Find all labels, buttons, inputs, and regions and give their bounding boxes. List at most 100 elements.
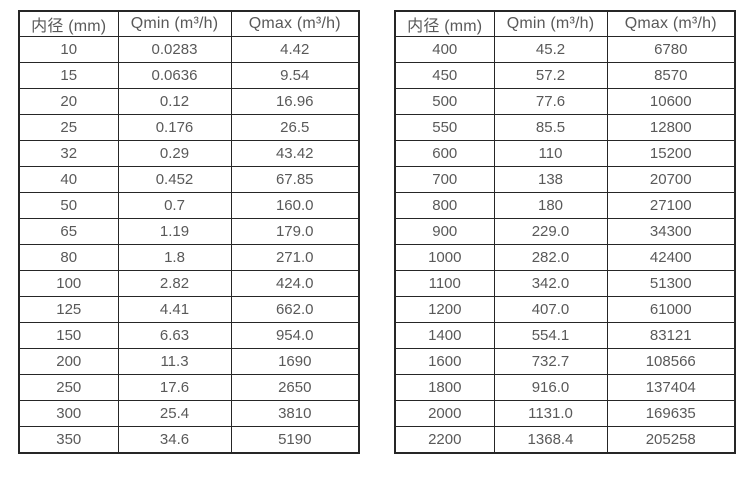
table-cell: 2650 (230, 374, 360, 401)
table-cell: 600 (394, 140, 495, 167)
table-cell: 1368.4 (493, 426, 608, 453)
table-cell: 1800 (394, 374, 495, 401)
table-cell: 282.0 (493, 244, 608, 271)
table-cell: 1.19 (117, 218, 232, 245)
table-cell: 51300 (606, 270, 736, 297)
table-cell: 554.1 (493, 322, 608, 349)
table-row: 150 6.63 954.0 (18, 322, 360, 349)
table-row: 900 229.0 34300 (394, 218, 736, 245)
table-cell: 16.96 (230, 88, 360, 115)
table-cell: 400 (394, 36, 495, 63)
table-cell: 43.42 (230, 140, 360, 167)
table-row: 1400 554.1 83121 (394, 322, 736, 349)
table-cell: 0.12 (117, 88, 232, 115)
flow-spec-table-small-diameters: 内径 (mm) Qmin (m³/h) Qmax (m³/h) 10 0.0283 4.4… (18, 10, 360, 454)
table-cell: 229.0 (493, 218, 608, 245)
table-row: 200 11.3 1690 (18, 348, 360, 375)
table-cell: 450 (394, 62, 495, 89)
table-row: 1000 282.0 42400 (394, 244, 736, 271)
table-cell: 25.4 (117, 400, 232, 427)
table-cell: 15 (18, 62, 119, 89)
table-row: 550 85.5 12800 (394, 114, 736, 141)
table-cell: 15200 (606, 140, 736, 167)
table-cell: 6.63 (117, 322, 232, 349)
table-cell: 2000 (394, 400, 495, 427)
column-header: Qmax (m³/h) (606, 10, 736, 37)
table-cell: 4.41 (117, 296, 232, 323)
table-cell: 8570 (606, 62, 736, 89)
table-cell: 77.6 (493, 88, 608, 115)
table-cell: 160.0 (230, 192, 360, 219)
table-cell: 732.7 (493, 348, 608, 375)
table-cell: 0.7 (117, 192, 232, 219)
table-row: 2200 1368.4 205258 (394, 426, 736, 453)
table-cell: 1690 (230, 348, 360, 375)
table-cell: 0.452 (117, 166, 232, 193)
table-row: 700 138 20700 (394, 166, 736, 193)
table-row: 10 0.0283 4.42 (18, 36, 360, 63)
table-cell: 2.82 (117, 270, 232, 297)
table-cell: 17.6 (117, 374, 232, 401)
table-cell: 5190 (230, 426, 360, 453)
table-cell: 150 (18, 322, 119, 349)
table-row: 20 0.12 16.96 (18, 88, 360, 115)
table-cell: 34.6 (117, 426, 232, 453)
table-cell: 10600 (606, 88, 736, 115)
table-row: 800 180 27100 (394, 192, 736, 219)
table-cell: 50 (18, 192, 119, 219)
table-cell: 4.42 (230, 36, 360, 63)
table-cell: 0.0636 (117, 62, 232, 89)
column-header: Qmin (m³/h) (493, 10, 608, 37)
table-row: 250 17.6 2650 (18, 374, 360, 401)
table-row: 300 25.4 3810 (18, 400, 360, 427)
table-cell: 1000 (394, 244, 495, 271)
table-cell: 32 (18, 140, 119, 167)
table-row: 65 1.19 179.0 (18, 218, 360, 245)
table-cell: 1100 (394, 270, 495, 297)
table-cell: 954.0 (230, 322, 360, 349)
table-row: 125 4.41 662.0 (18, 296, 360, 323)
table-cell: 83121 (606, 322, 736, 349)
table-cell: 85.5 (493, 114, 608, 141)
table-cell: 108566 (606, 348, 736, 375)
header-row: 内径 (mm) Qmin (m³/h) Qmax (m³/h) (394, 10, 736, 37)
table-cell: 662.0 (230, 296, 360, 323)
table-cell: 300 (18, 400, 119, 427)
table-cell: 100 (18, 270, 119, 297)
table-row: 100 2.82 424.0 (18, 270, 360, 297)
table-cell: 350 (18, 426, 119, 453)
table-cell: 180 (493, 192, 608, 219)
column-header: Qmin (m³/h) (117, 10, 232, 37)
table-cell: 110 (493, 140, 608, 167)
table-cell: 205258 (606, 426, 736, 453)
table-cell: 65 (18, 218, 119, 245)
table-cell: 169635 (606, 400, 736, 427)
table-cell: 1400 (394, 322, 495, 349)
table-cell: 250 (18, 374, 119, 401)
table-cell: 0.176 (117, 114, 232, 141)
table-row: 50 0.7 160.0 (18, 192, 360, 219)
table-cell: 1200 (394, 296, 495, 323)
table-cell: 1.8 (117, 244, 232, 271)
table-cell: 1131.0 (493, 400, 608, 427)
table-cell: 179.0 (230, 218, 360, 245)
table-cell: 27100 (606, 192, 736, 219)
table-cell: 137404 (606, 374, 736, 401)
table-cell: 138 (493, 166, 608, 193)
table-row: 15 0.0636 9.54 (18, 62, 360, 89)
table-row: 40 0.452 67.85 (18, 166, 360, 193)
table-row: 2000 1131.0 169635 (394, 400, 736, 427)
table-cell: 26.5 (230, 114, 360, 141)
table-row: 600 110 15200 (394, 140, 736, 167)
table-cell: 80 (18, 244, 119, 271)
table-row: 450 57.2 8570 (394, 62, 736, 89)
table-cell: 2200 (394, 426, 495, 453)
table-cell: 0.29 (117, 140, 232, 167)
table-cell: 25 (18, 114, 119, 141)
table-row: 1600 732.7 108566 (394, 348, 736, 375)
table-cell: 45.2 (493, 36, 608, 63)
table-cell: 57.2 (493, 62, 608, 89)
table-cell: 3810 (230, 400, 360, 427)
table-row: 1800 916.0 137404 (394, 374, 736, 401)
